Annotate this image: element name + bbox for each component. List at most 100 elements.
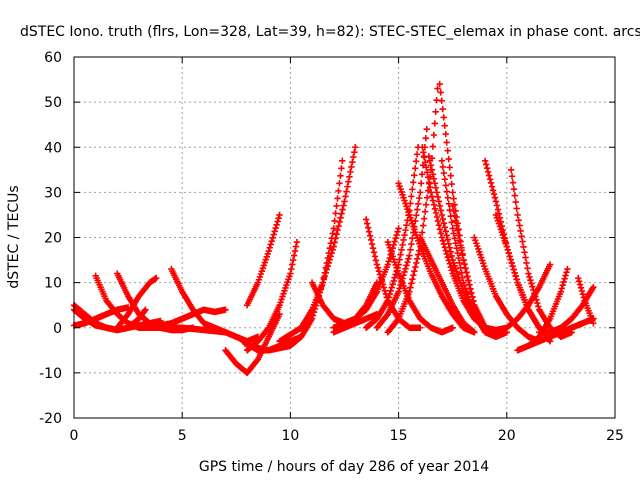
data-point bbox=[323, 266, 330, 273]
data-point bbox=[430, 131, 438, 139]
data-point bbox=[445, 200, 452, 208]
data-point bbox=[449, 225, 456, 232]
data-point bbox=[365, 228, 373, 235]
data-point bbox=[333, 231, 340, 238]
data-point bbox=[395, 261, 402, 268]
data-point bbox=[436, 202, 444, 210]
data-point bbox=[332, 235, 339, 242]
data-point bbox=[438, 211, 446, 219]
data-point bbox=[482, 161, 490, 168]
data-point bbox=[516, 222, 523, 229]
data-point bbox=[453, 222, 460, 229]
data-point bbox=[398, 246, 405, 254]
data-point bbox=[442, 228, 450, 235]
data-point bbox=[527, 276, 534, 284]
data-point bbox=[439, 237, 447, 244]
data-point bbox=[386, 290, 393, 298]
data-point bbox=[559, 282, 566, 289]
data-point bbox=[403, 221, 410, 229]
data-point bbox=[510, 266, 517, 273]
data-point bbox=[579, 291, 587, 298]
data-point bbox=[454, 227, 461, 234]
data-point bbox=[264, 325, 271, 333]
data-point bbox=[373, 261, 381, 268]
data-point bbox=[334, 195, 341, 202]
data-point bbox=[417, 180, 425, 187]
data-point bbox=[374, 264, 382, 272]
y-tick-label: -20 bbox=[39, 411, 62, 427]
data-point bbox=[442, 247, 450, 254]
data-point bbox=[333, 202, 340, 210]
data-point bbox=[433, 213, 441, 221]
series-arc-16 bbox=[330, 225, 402, 331]
data-point bbox=[419, 144, 426, 151]
data-point bbox=[342, 193, 349, 200]
data-point bbox=[265, 247, 272, 255]
data-point bbox=[429, 197, 437, 204]
data-point bbox=[362, 216, 370, 223]
data-point bbox=[412, 263, 419, 271]
data-point bbox=[441, 176, 449, 183]
data-point bbox=[319, 279, 327, 286]
data-point bbox=[429, 171, 437, 178]
chart-title: dSTEC Iono. truth (flrs, Lon=328, Lat=39… bbox=[20, 24, 640, 40]
data-point bbox=[335, 222, 342, 230]
data-point bbox=[408, 240, 415, 248]
data-point bbox=[507, 166, 515, 174]
data-point bbox=[321, 272, 329, 280]
data-point bbox=[455, 226, 462, 233]
data-point bbox=[392, 235, 399, 242]
series-arc-20 bbox=[362, 144, 422, 331]
data-point bbox=[444, 194, 451, 201]
data-point bbox=[408, 280, 415, 287]
data-point bbox=[393, 267, 400, 275]
data-point bbox=[503, 243, 510, 250]
data-point bbox=[512, 198, 519, 206]
data-point bbox=[488, 183, 496, 190]
data-point bbox=[349, 158, 356, 166]
data-point bbox=[335, 187, 342, 195]
data-point bbox=[507, 256, 514, 263]
x-tick-label: 25 bbox=[606, 428, 624, 444]
data-point bbox=[443, 139, 450, 146]
data-point bbox=[331, 217, 338, 225]
data-point bbox=[443, 232, 450, 239]
data-point bbox=[370, 249, 378, 256]
data-point bbox=[522, 254, 529, 261]
x-tick-label: 10 bbox=[281, 428, 299, 444]
data-point bbox=[350, 153, 357, 161]
data-point bbox=[142, 306, 149, 313]
data-point bbox=[414, 255, 421, 263]
data-point bbox=[329, 230, 336, 237]
data-point bbox=[327, 240, 334, 247]
data-point bbox=[425, 179, 433, 186]
data-point bbox=[379, 281, 387, 288]
data-point bbox=[486, 176, 494, 183]
data-point bbox=[399, 241, 406, 249]
data-point bbox=[394, 264, 401, 272]
data-point bbox=[505, 249, 512, 257]
data-point bbox=[459, 251, 466, 259]
data-point bbox=[404, 258, 411, 266]
data-point bbox=[519, 238, 526, 245]
data-point bbox=[426, 184, 434, 191]
data-point bbox=[395, 225, 402, 232]
data-point bbox=[445, 240, 452, 247]
data-point bbox=[369, 244, 377, 252]
data-point bbox=[395, 288, 402, 295]
data-point bbox=[376, 271, 384, 278]
data-point bbox=[481, 157, 489, 164]
data-point bbox=[448, 219, 455, 226]
data-point bbox=[481, 324, 489, 331]
data-point bbox=[470, 297, 477, 305]
data-point bbox=[322, 269, 330, 276]
data-point bbox=[453, 244, 460, 252]
data-point bbox=[484, 168, 492, 176]
data-point bbox=[308, 315, 316, 322]
data-point bbox=[332, 210, 339, 217]
data-point bbox=[510, 185, 518, 193]
data-point bbox=[339, 206, 346, 213]
data-point bbox=[384, 261, 391, 268]
data-point bbox=[269, 234, 276, 242]
data-point bbox=[418, 171, 426, 178]
